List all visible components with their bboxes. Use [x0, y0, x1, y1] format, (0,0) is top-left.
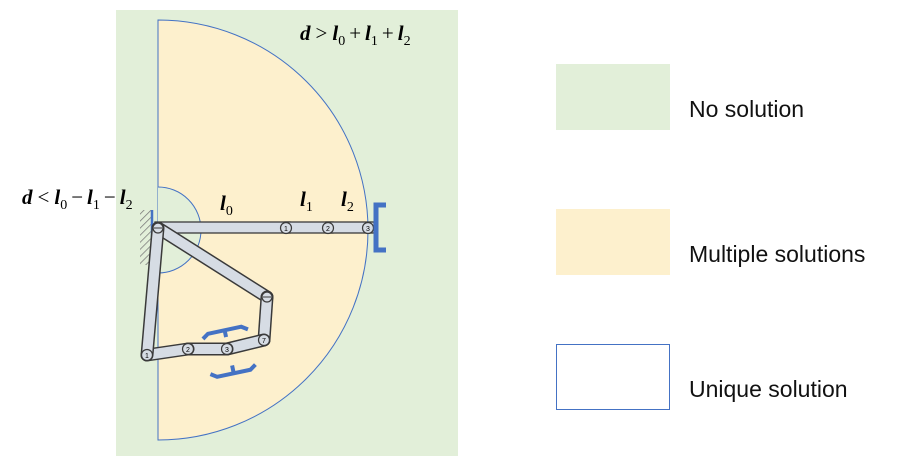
inner-condition: d < l0− l1− l2 — [22, 185, 133, 213]
link-bent-0a-fill — [153, 223, 272, 302]
legend-label-no-solution: No solution — [689, 96, 805, 122]
gripper-bent-upper-post — [222, 329, 229, 338]
legend-swatch-no-solution — [556, 64, 670, 130]
legend-label-multiple-solutions: Multiple solutions — [689, 241, 866, 267]
joint-bent-7-label: 7 — [262, 338, 266, 345]
outer-condition: d > l0 + l1 + l2 — [300, 21, 411, 49]
joint-bent-1 — [140, 348, 154, 362]
bent-arm — [140, 221, 274, 362]
link-bent-3-fill — [142, 344, 193, 360]
joint-straight-3-label: 3 — [366, 226, 370, 233]
link-bent-4-fill — [142, 223, 163, 360]
joint-straight-1-label: 1 — [284, 226, 288, 233]
link-label-l0: l0 — [220, 191, 233, 219]
joint-straight-2 — [321, 221, 335, 235]
legend-swatch-multiple-solutions — [556, 209, 670, 275]
joint-bent-1-label: 1 — [145, 353, 149, 360]
straight-arm-joints: 1 2 3 — [152, 221, 375, 235]
wall-hatch — [140, 210, 151, 265]
straight-arm — [154, 221, 375, 234]
joint-straight-1 — [279, 221, 293, 235]
joint-bent-3 — [220, 342, 234, 356]
bent-arm-joints: 1 2 3 7 — [140, 291, 273, 362]
gripper-bent-lower-post — [230, 365, 236, 374]
joint-bent-2-label: 2 — [186, 347, 190, 354]
gripper-bent — [201, 324, 257, 379]
legend-label-unique-solution: Unique solution — [689, 376, 848, 402]
joint-bent-3-label: 3 — [225, 347, 229, 354]
link-bent-0b-fill — [259, 292, 272, 345]
joint-straight-2-label: 2 — [326, 226, 330, 233]
legend-swatch-unique-solution — [556, 344, 670, 410]
joint-bent-2 — [181, 342, 195, 356]
link-label-l2: l2 — [341, 187, 354, 215]
link-label-l1: l1 — [300, 187, 313, 215]
gripper-straight — [373, 202, 386, 253]
joint-bent-7 — [257, 333, 271, 347]
